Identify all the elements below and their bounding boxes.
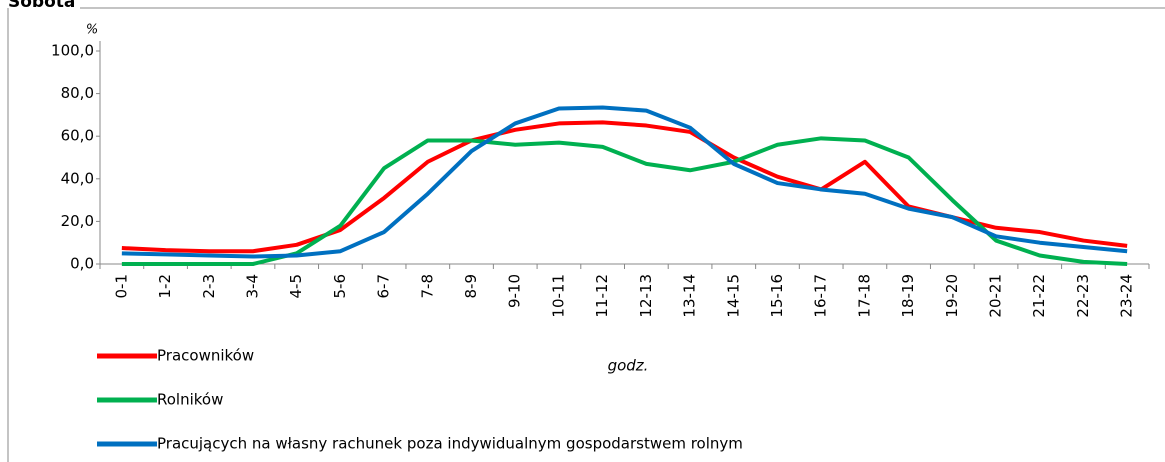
x-tick-label: 4-5 [287, 274, 305, 299]
x-tick-label: 10-11 [549, 274, 567, 318]
x-tick-label: 15-16 [768, 274, 786, 318]
x-tick-label: 14-15 [724, 274, 742, 318]
x-tick-label: 20-21 [987, 274, 1005, 318]
y-axis-label: % [86, 23, 98, 38]
x-tick-label: 7-8 [418, 274, 436, 299]
x-tick-label: 22-23 [1074, 274, 1092, 318]
y-tick-label: 40,0 [61, 169, 94, 187]
x-tick-label: 19-20 [943, 274, 961, 318]
x-tick-label: 17-18 [855, 274, 873, 318]
series-line [121, 105, 1128, 259]
legend-label: Pracowników [157, 347, 254, 365]
x-tick-label: 2-3 [200, 274, 218, 299]
y-tick-label: 60,0 [61, 127, 94, 145]
x-tick-label: 6-7 [375, 274, 393, 299]
x-tick-label: 5-6 [331, 274, 349, 299]
x-tick-label: 12-13 [637, 274, 655, 318]
x-tick-label: 1-2 [156, 274, 174, 299]
chart-title: Sobota [8, 0, 75, 12]
x-tick-label: 13-14 [681, 274, 699, 318]
x-tick-label: 3-4 [243, 274, 261, 299]
series-line [121, 120, 1128, 254]
x-tick-label: 16-17 [812, 274, 830, 318]
x-tick-label: 23-24 [1118, 274, 1136, 318]
x-tick-label: 21-22 [1030, 274, 1048, 318]
x-tick-label: 18-19 [899, 274, 917, 318]
legend-label: Rolników [157, 391, 223, 409]
x-tick-label: 8-9 [462, 274, 480, 299]
y-tick-label: 100,0 [51, 42, 94, 60]
legend-label: Pracujących na własny rachunek poza indy… [157, 435, 743, 453]
x-axis-label: godz. [608, 357, 649, 375]
x-tick-label: 11-12 [593, 274, 611, 318]
y-tick-label: 0,0 [70, 255, 94, 273]
x-tick-label: 9-10 [506, 274, 524, 308]
y-tick-label: 80,0 [61, 84, 94, 102]
y-tick-label: 20,0 [61, 212, 94, 230]
series-line [121, 136, 1128, 266]
x-tick-label: 0-1 [112, 274, 130, 299]
